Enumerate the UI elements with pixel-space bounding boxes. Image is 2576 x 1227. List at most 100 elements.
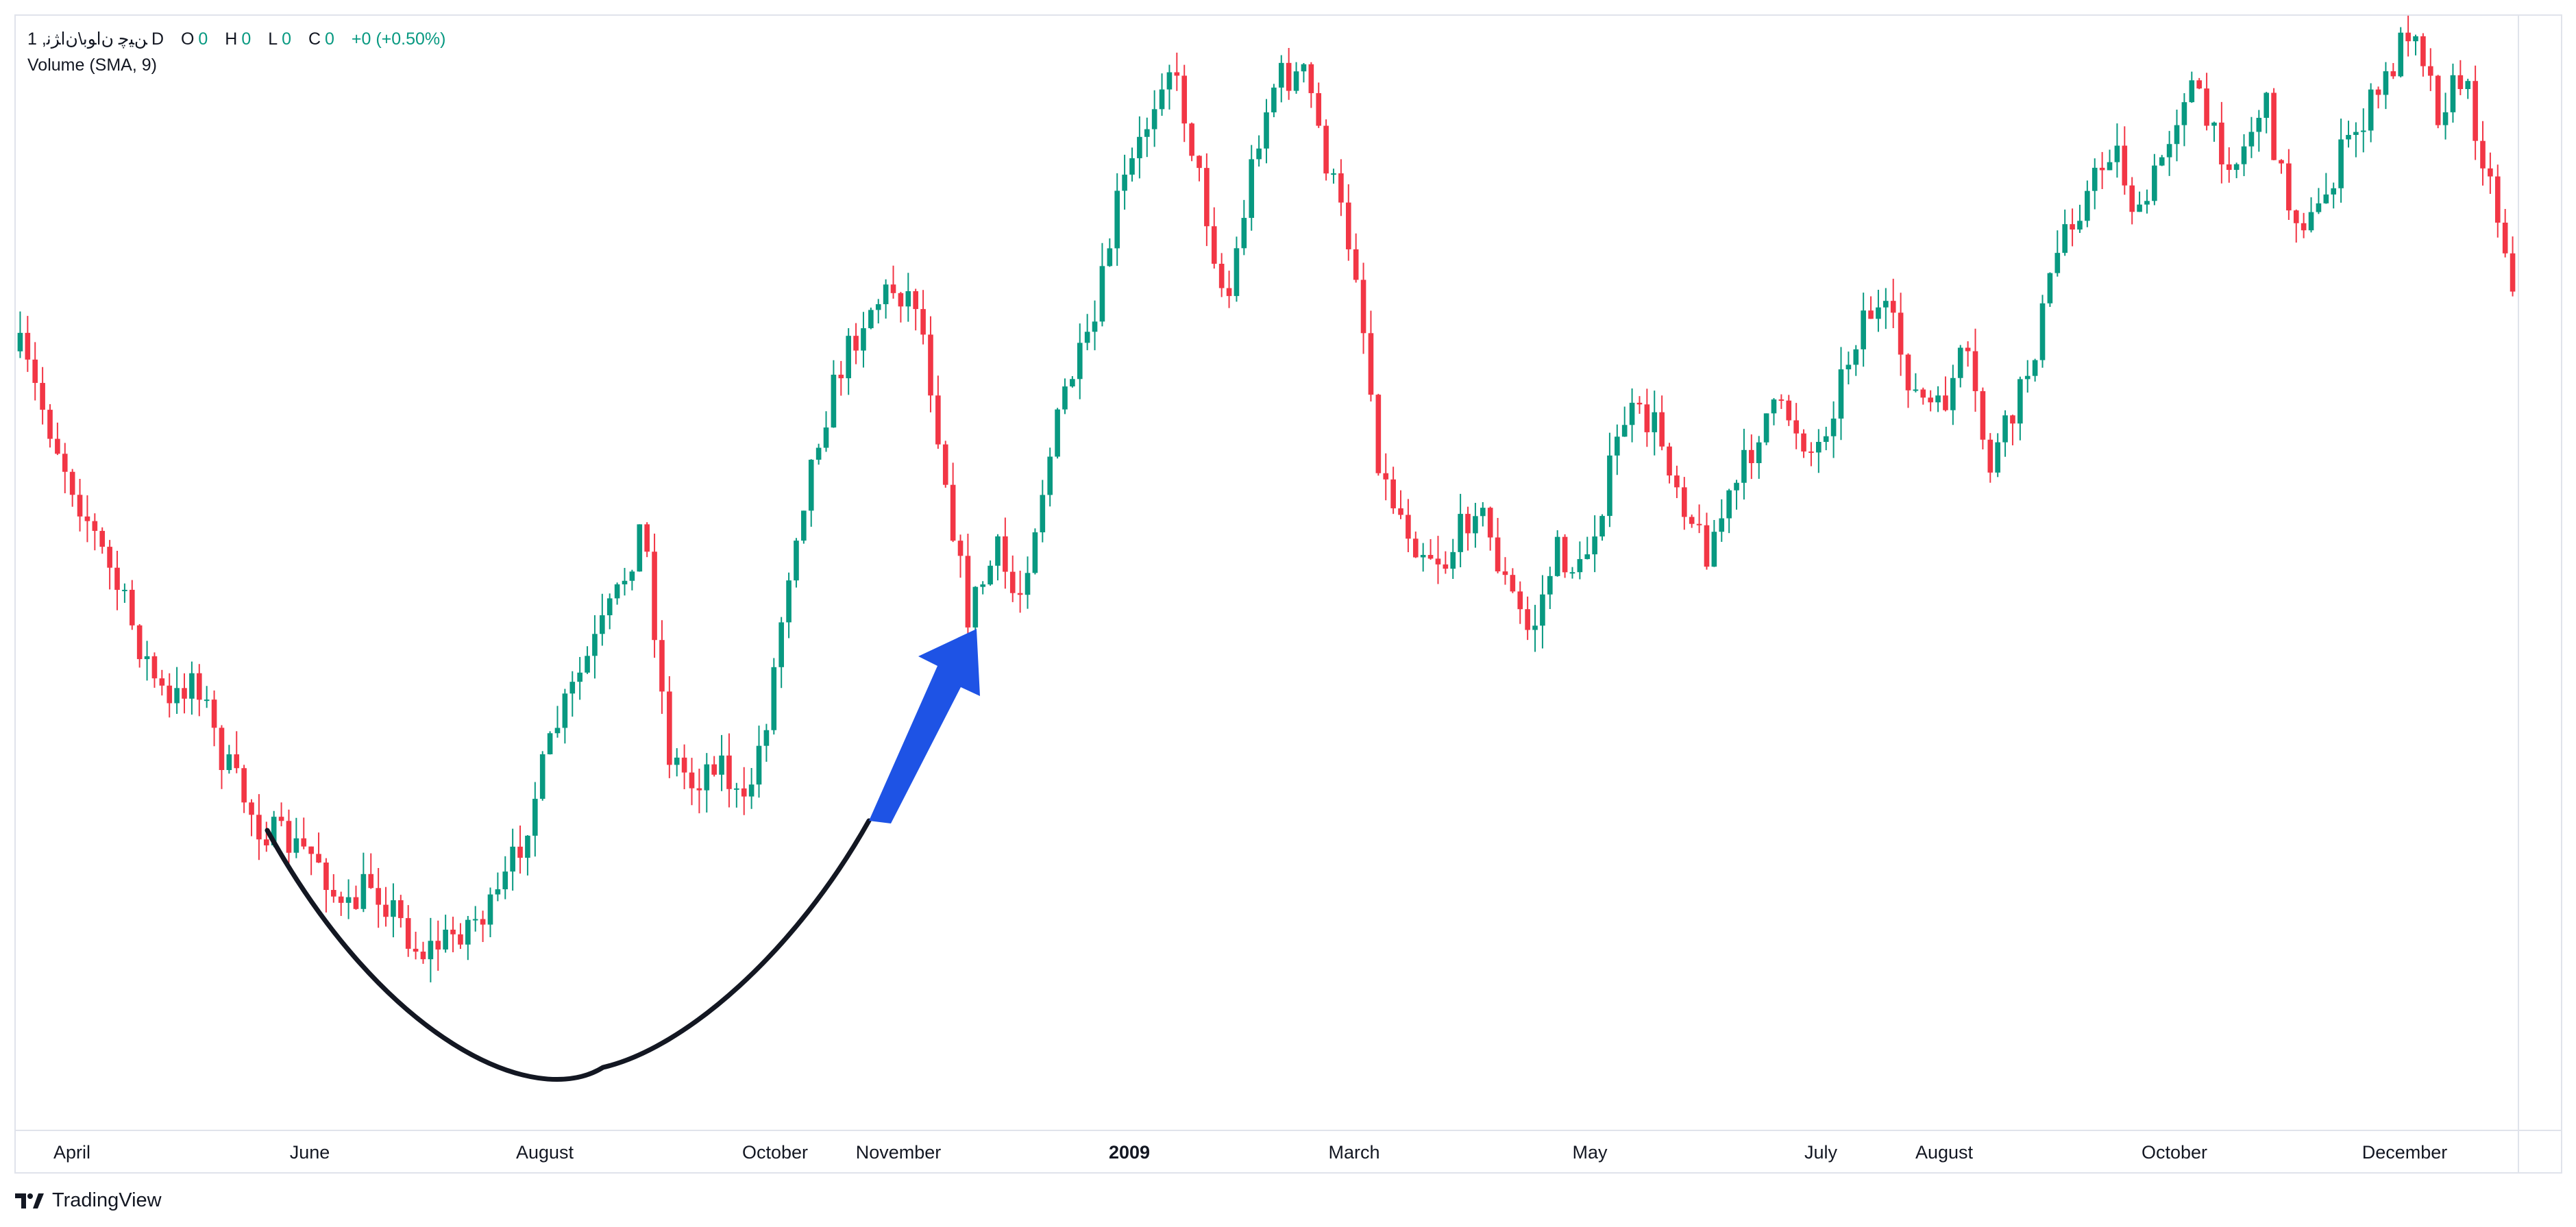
candle-body <box>323 863 329 891</box>
time-axis-border <box>14 1130 2562 1174</box>
candle-body <box>2383 71 2389 95</box>
candle-body <box>1323 125 1329 174</box>
candle-body <box>1406 515 1411 539</box>
candle-body <box>637 524 643 572</box>
candle-body <box>1644 404 1650 432</box>
candle-body <box>1808 451 1814 454</box>
candle-body <box>1009 571 1016 593</box>
candle-body <box>622 580 628 584</box>
candle-body <box>1092 321 1098 332</box>
candle-body <box>1987 439 1994 473</box>
candle-body <box>1614 436 1620 456</box>
candle-body <box>778 622 784 667</box>
candle-body <box>577 672 582 682</box>
candle-body <box>1450 551 1456 569</box>
candle-body <box>905 291 911 307</box>
candle-body <box>1204 168 1210 227</box>
candle-body <box>1786 400 1792 421</box>
candle-body <box>472 919 478 921</box>
candle-body <box>1174 72 1180 76</box>
candle-body <box>1070 379 1075 387</box>
candle-body <box>1003 536 1008 572</box>
candle-body <box>942 444 948 485</box>
candle-body <box>234 754 240 769</box>
candle-body <box>1017 593 1023 595</box>
candle-body <box>32 359 38 383</box>
candle-body <box>2301 223 2307 231</box>
candle-body <box>1711 532 1717 567</box>
upward-arrow <box>869 629 980 823</box>
candle-body <box>1084 332 1090 343</box>
candle-body <box>2264 92 2270 119</box>
volume-legend-line[interactable]: Volume (SMA, 9) <box>27 55 157 75</box>
candle-body <box>510 846 515 872</box>
candle-body <box>704 764 710 791</box>
time-axis-label: July <box>1804 1142 1838 1163</box>
candle-body <box>1621 425 1628 437</box>
candle-body <box>2137 204 2142 212</box>
candle-body <box>2189 80 2195 103</box>
candle-body <box>338 896 344 903</box>
candle-body <box>69 471 75 495</box>
candle-body <box>1390 479 1396 508</box>
candle-body <box>2286 163 2292 211</box>
candle-body <box>674 757 680 765</box>
candle-body <box>681 757 687 773</box>
candle-body <box>2502 223 2508 253</box>
candle-body <box>808 460 814 511</box>
candle-body <box>1278 62 1284 88</box>
candle-body <box>935 395 941 445</box>
candle-body <box>278 817 284 821</box>
rounded-bottom-arc <box>265 818 872 1082</box>
candle-body <box>562 693 568 728</box>
candle-body <box>435 941 441 950</box>
candle-body <box>2085 190 2090 221</box>
candle-body <box>62 454 68 472</box>
candle-body <box>1749 449 1754 464</box>
candle-body <box>585 656 590 673</box>
candle-body <box>2308 212 2314 231</box>
candle-body <box>1861 310 1866 349</box>
candle-body <box>2017 379 2023 424</box>
candle-body <box>2271 92 2277 160</box>
candle-body <box>2159 157 2165 166</box>
candle-body <box>174 688 180 704</box>
candle-body <box>2413 36 2418 42</box>
candle-body <box>1122 174 1127 191</box>
candle-body <box>1189 123 1194 156</box>
candle-body <box>883 284 889 305</box>
change-value: +0 (+0.50%) <box>351 29 446 49</box>
candle-body <box>2346 134 2351 140</box>
candle-body <box>40 382 45 410</box>
candle-body <box>2032 360 2038 376</box>
candle-body <box>55 438 60 454</box>
candle-body <box>853 336 859 351</box>
candle-body <box>815 447 822 460</box>
candle-body <box>1607 455 1612 517</box>
candle-body <box>2390 71 2396 77</box>
candle-body <box>652 551 657 641</box>
candle-body <box>1629 402 1635 425</box>
candle-body <box>360 873 367 909</box>
candle-body <box>398 900 404 919</box>
candle-body <box>868 310 874 329</box>
candle-body <box>219 728 225 770</box>
time-axis-label: October <box>2141 1142 2208 1163</box>
candle-body <box>875 304 881 310</box>
candle-body <box>1980 391 1986 440</box>
candle-body <box>2144 201 2150 205</box>
candle-body <box>748 784 755 797</box>
tradingview-logo-icon <box>15 1193 44 1209</box>
candle-body <box>2077 221 2083 230</box>
candle-body <box>263 839 269 845</box>
candle-body <box>2465 81 2471 89</box>
tradingview-brand[interactable]: TradingView <box>15 1189 162 1212</box>
symbol-name: 1 ,ﻦﯿﭼ ﻥﺍﻮﺑ\ﻥﺍﮋﻧ <box>27 29 147 49</box>
candle-body <box>1554 536 1560 576</box>
time-axis-label: August <box>1915 1142 1974 1163</box>
candle-body <box>182 688 187 699</box>
candle-body <box>928 334 933 396</box>
open-label: O <box>180 29 195 49</box>
candle-body <box>2510 253 2516 292</box>
